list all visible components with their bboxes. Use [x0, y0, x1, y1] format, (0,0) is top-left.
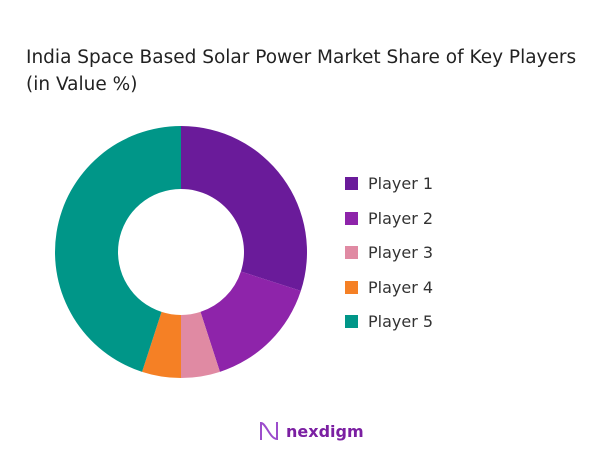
- slice-player-1: [181, 126, 307, 291]
- legend-label: Player 4: [368, 277, 434, 297]
- legend-label: Player 5: [368, 312, 434, 331]
- chart-title: India Space Based Solar Power Market Sha…: [26, 47, 577, 95]
- legend-label: Player 1: [368, 174, 434, 193]
- legend-swatch: [345, 246, 358, 259]
- legend-swatch: [345, 211, 358, 225]
- legend-swatch: [345, 315, 358, 328]
- slice-player-5: [54, 126, 181, 372]
- slice-player-4: [142, 311, 181, 378]
- legend-item: Player 3: [345, 243, 433, 262]
- legend-swatch: [345, 177, 358, 190]
- slice-player-3: [181, 311, 220, 378]
- legend-item: Player 4: [345, 278, 433, 297]
- legend-swatch: [345, 280, 358, 294]
- slice-player-2: [200, 271, 301, 372]
- legend-item: Player 2: [345, 209, 433, 228]
- logo-text: nexdigm: [286, 421, 364, 441]
- legend-item: Player 1: [345, 174, 433, 193]
- nexdigm-logo-icon: [260, 421, 278, 441]
- legend-label: Player 2: [368, 208, 434, 228]
- legend-label: Player 3: [368, 243, 434, 262]
- logo: nexdigm: [258, 420, 364, 442]
- legend-item: Player 5: [345, 312, 433, 331]
